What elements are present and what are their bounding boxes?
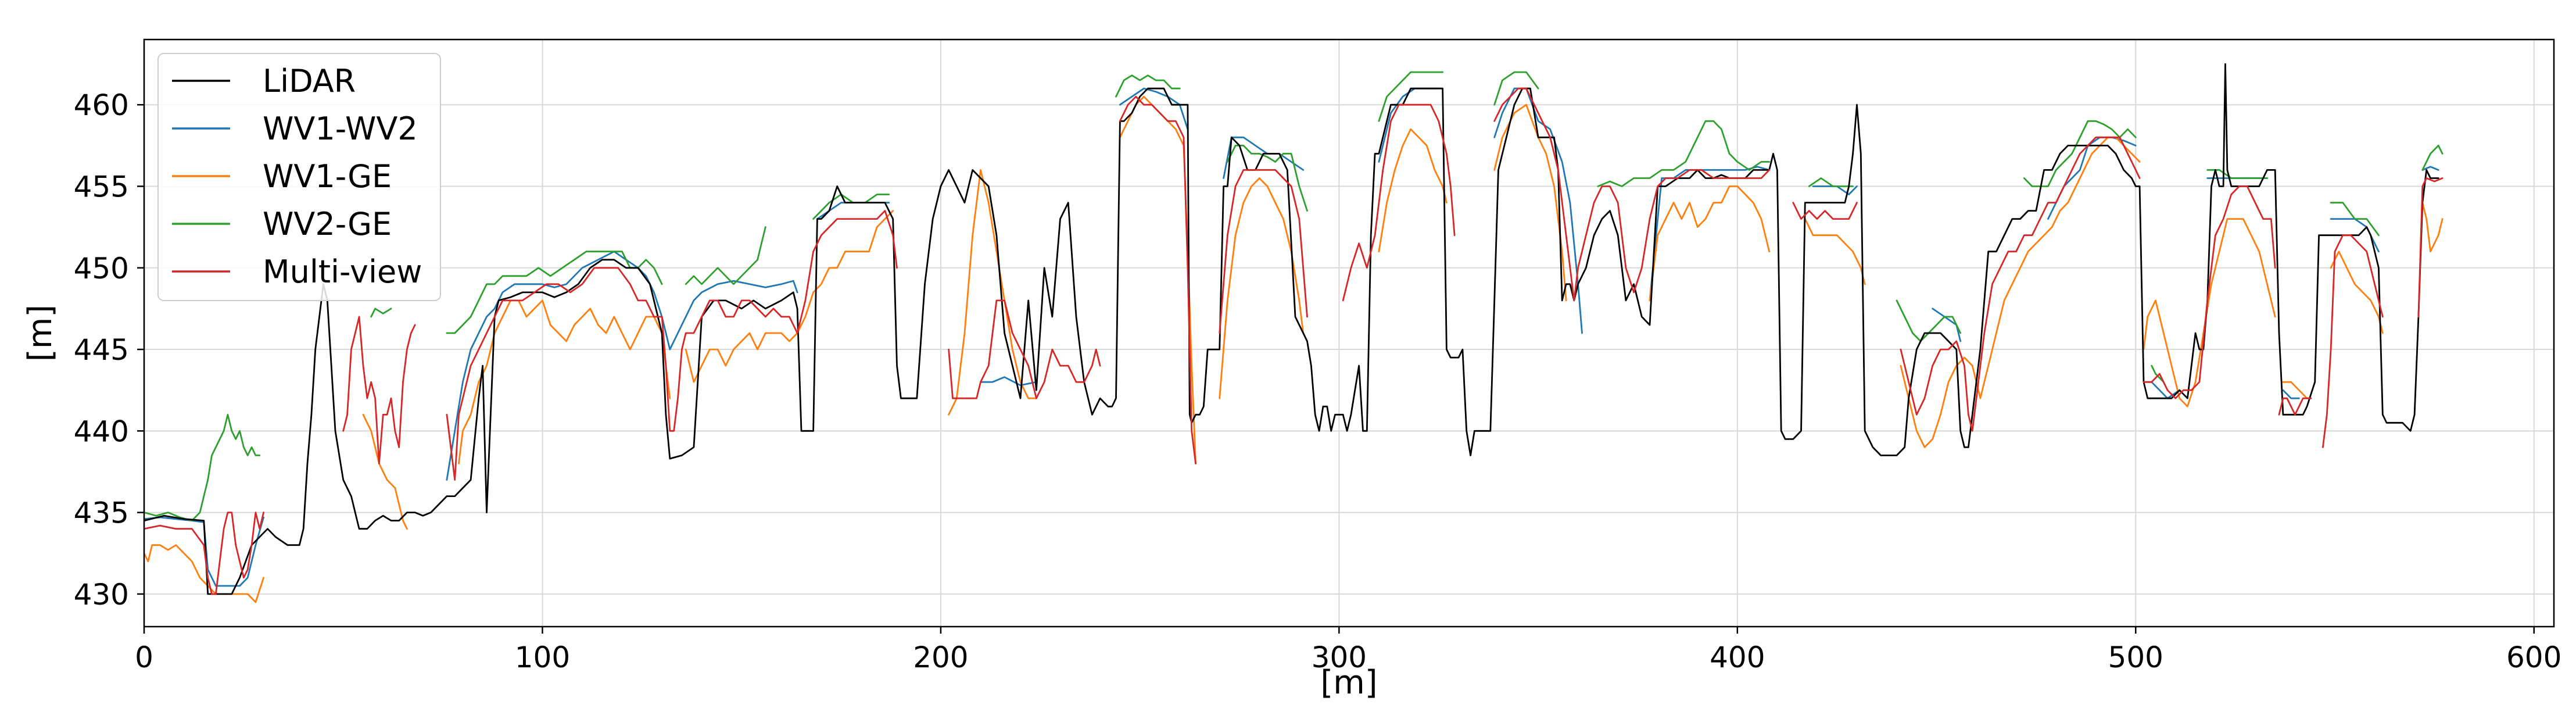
- series-wv1-ge-line: [1804, 218, 1866, 285]
- series-wv2-ge-line: [1808, 177, 1854, 187]
- axis-ticks: 0 100 200 300 400 500 600 430 435 440 445 450 455 460: [74, 88, 2562, 674]
- series-wv1-ge-line: [1378, 128, 1448, 253]
- series-wv2-ge-line: [1226, 144, 1308, 212]
- series-wv1-ge-line: [362, 413, 408, 530]
- series-wv1-ge-line: [1649, 185, 1771, 302]
- series-wv2-ge-line: [1115, 74, 1181, 98]
- y-tick-label: 460: [74, 88, 129, 122]
- series-wv2-ge-line: [2330, 202, 2380, 237]
- y-axis-label: [m]: [22, 305, 59, 362]
- x-axis-label: [m]: [1320, 664, 1377, 702]
- y-tick-label: 430: [74, 578, 129, 612]
- series-wv1-wv2-line: [1932, 308, 1962, 342]
- series-multi-view-line: [1900, 136, 2141, 432]
- series-wv1-ge-line: [685, 210, 894, 383]
- y-tick-label: 445: [74, 333, 129, 367]
- series-wv1-ge-line: [144, 544, 265, 603]
- series-multi-view-line: [2278, 397, 2312, 416]
- x-tick-label: 100: [515, 641, 570, 674]
- series-multi-view-line: [1342, 103, 1456, 302]
- series-wv2-ge-line: [2421, 144, 2444, 171]
- series-wv1-wv2-line: [1223, 136, 1305, 179]
- series-multi-view-line: [144, 512, 265, 595]
- series-wv1-ge-line: [458, 299, 671, 464]
- x-tick-label: 500: [2108, 641, 2163, 674]
- series-multi-view-line: [1792, 202, 1858, 220]
- series-multi-view-line: [1219, 169, 1308, 334]
- series-multi-view-line: [342, 316, 416, 464]
- series-multi-view-line: [2321, 234, 2384, 448]
- legend-box: [157, 53, 441, 301]
- plot-frame: [143, 38, 2555, 628]
- series-wv2-ge-line: [1378, 71, 1444, 122]
- series-layer: [144, 63, 2444, 603]
- legend: LiDAR WV1-WV2 WV1-GE WV2-GE Multi-view: [157, 53, 441, 301]
- legend-label: WV1-GE: [263, 158, 392, 195]
- series-wv1-ge-line: [2330, 251, 2384, 334]
- series-wv2-ge-line: [2151, 364, 2165, 383]
- series-wv2-ge-line: [370, 308, 392, 318]
- legend-label: WV1-WV2: [263, 110, 418, 147]
- series-wv1-wv2-line: [980, 376, 1037, 387]
- series-lidar-line: [144, 63, 2439, 595]
- series-wv2-ge-line: [2023, 120, 2137, 187]
- series-wv1-wv2-line: [2421, 166, 2439, 171]
- y-tick-label: 450: [74, 252, 129, 285]
- series-multi-view-line: [2143, 185, 2276, 399]
- x-tick-label: 600: [2506, 641, 2561, 674]
- series-wv1-wv2-line: [144, 516, 265, 587]
- legend-label: WV2-GE: [263, 206, 392, 242]
- y-tick-label: 435: [74, 496, 129, 530]
- series-wv2-ge-line: [812, 194, 890, 220]
- series-multi-view-line: [1119, 95, 1197, 464]
- x-tick-label: 0: [135, 641, 153, 674]
- legend-label: Multi-view: [263, 253, 422, 290]
- series-wv2-ge-line: [1597, 120, 1771, 187]
- legend-label: LiDAR: [263, 63, 356, 99]
- series-wv1-ge-line: [2282, 381, 2308, 399]
- x-tick-label: 300: [1312, 641, 1367, 674]
- series-multi-view-line: [2417, 177, 2444, 318]
- series-multi-view-line: [948, 299, 1101, 399]
- series-wv2-ge-line: [1493, 71, 1539, 106]
- series-wv2-ge-line: [2206, 169, 2268, 179]
- grid: [144, 40, 2554, 627]
- y-tick-label: 455: [74, 170, 129, 204]
- series-multi-view-line: [446, 210, 898, 481]
- x-tick-label: 200: [913, 641, 968, 674]
- series-wv1-wv2-line: [2282, 389, 2300, 399]
- series-wv1-ge-line: [2421, 202, 2444, 253]
- series-wv2-ge-line: [685, 226, 766, 285]
- series-multi-view-line: [1493, 87, 1771, 302]
- x-tick-label: 400: [1710, 641, 1765, 674]
- y-tick-label: 440: [74, 414, 129, 448]
